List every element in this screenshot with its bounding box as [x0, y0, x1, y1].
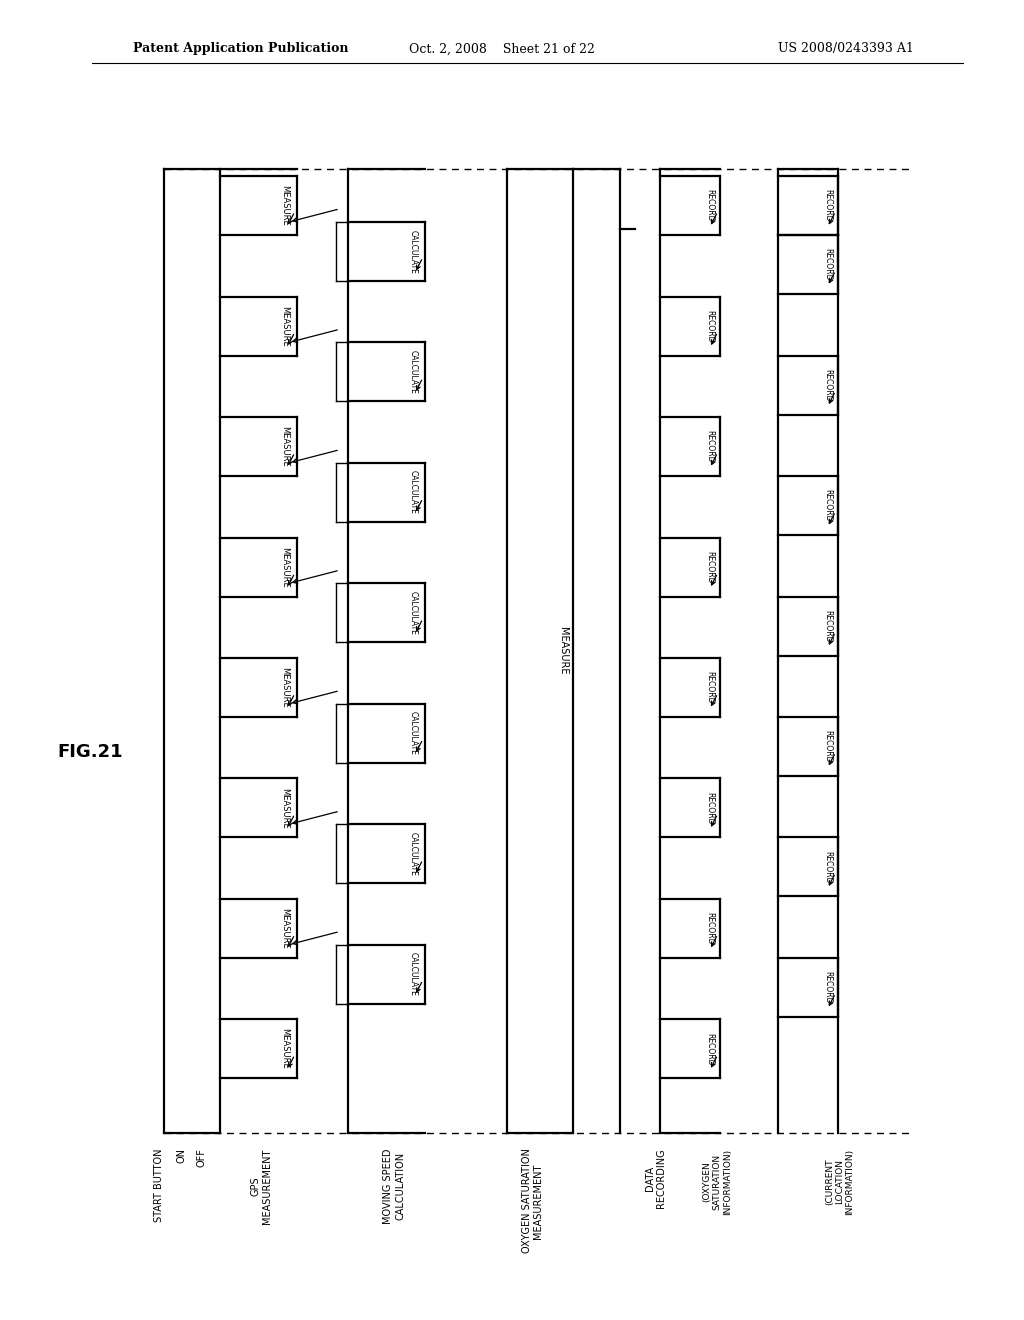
Text: RECORD: RECORD	[706, 190, 714, 222]
Text: START BUTTON: START BUTTON	[154, 1148, 164, 1222]
Text: CALCULATE: CALCULATE	[409, 832, 417, 875]
Text: OXYGEN SATURATION
MEASUREMENT: OXYGEN SATURATION MEASUREMENT	[521, 1148, 544, 1253]
Text: MEASURE: MEASURE	[281, 546, 289, 587]
Text: US 2008/0243393 A1: US 2008/0243393 A1	[778, 42, 914, 55]
Text: RECORD: RECORD	[706, 550, 714, 583]
Text: DATA
RECORDING: DATA RECORDING	[644, 1148, 667, 1208]
Text: GPS
MEASUREMENT: GPS MEASUREMENT	[250, 1148, 272, 1224]
Text: MEASURE: MEASURE	[281, 667, 289, 708]
Text: CALCULATE: CALCULATE	[409, 470, 417, 515]
Text: RECORD: RECORD	[823, 850, 831, 883]
Text: Patent Application Publication: Patent Application Publication	[133, 42, 348, 55]
Text: MEASURE: MEASURE	[558, 627, 568, 675]
Text: CALCULATE: CALCULATE	[409, 350, 417, 393]
Text: CALCULATE: CALCULATE	[409, 711, 417, 755]
Text: MEASURE: MEASURE	[281, 306, 289, 347]
Text: RECORD: RECORD	[706, 310, 714, 342]
Text: RECORD: RECORD	[823, 248, 831, 281]
Text: MEASURE: MEASURE	[281, 1028, 289, 1069]
Text: RECORD: RECORD	[706, 792, 714, 824]
Text: RECORD: RECORD	[823, 490, 831, 521]
Text: CALCULATE: CALCULATE	[409, 230, 417, 273]
Text: RECORD: RECORD	[706, 672, 714, 704]
Text: Oct. 2, 2008    Sheet 21 of 22: Oct. 2, 2008 Sheet 21 of 22	[409, 42, 595, 55]
Text: MEASURE: MEASURE	[281, 426, 289, 467]
Text: MEASURE: MEASURE	[281, 185, 289, 226]
Text: OFF: OFF	[197, 1148, 207, 1167]
Text: RECORD: RECORD	[823, 610, 831, 643]
Text: CALCULATE: CALCULATE	[409, 952, 417, 997]
Text: ON: ON	[176, 1148, 186, 1163]
Text: RECORD: RECORD	[823, 190, 831, 222]
Text: FIG.21: FIG.21	[57, 743, 123, 762]
Text: MEASURE: MEASURE	[281, 788, 289, 829]
Text: RECORD: RECORD	[706, 912, 714, 945]
Text: RECORD: RECORD	[823, 368, 831, 401]
Text: MEASURE: MEASURE	[281, 908, 289, 949]
Text: MOVING SPEED
CALCULATION: MOVING SPEED CALCULATION	[383, 1148, 406, 1224]
Text: RECORD: RECORD	[706, 1032, 714, 1065]
Text: (OXYGEN
SATURATION
INFORMATION): (OXYGEN SATURATION INFORMATION)	[701, 1148, 732, 1214]
Text: RECORD: RECORD	[823, 730, 831, 763]
Text: RECORD: RECORD	[706, 430, 714, 463]
Text: (CURRENT
LOCATION
INFORMATION): (CURRENT LOCATION INFORMATION)	[824, 1148, 855, 1214]
Text: RECORD: RECORD	[823, 972, 831, 1003]
Text: CALCULATE: CALCULATE	[409, 591, 417, 635]
